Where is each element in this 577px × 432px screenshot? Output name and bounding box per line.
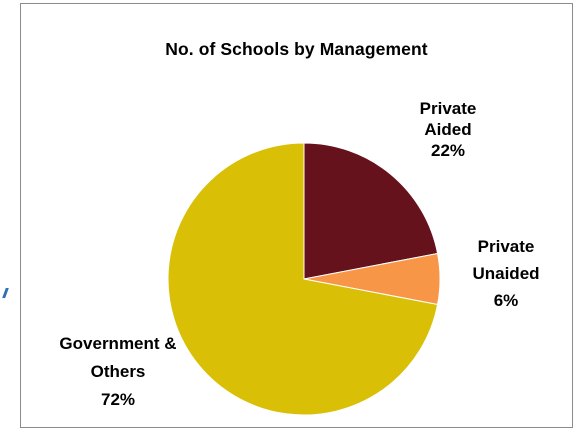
slice-label-line: 72% <box>101 390 135 409</box>
slice-label-line: Others <box>91 362 146 381</box>
slice-label-line: Aided <box>424 120 471 139</box>
pie-slice-1 <box>303 142 439 280</box>
slice-label-line: 6% <box>494 291 519 310</box>
slice-label-1: Private Aided 22% <box>420 99 477 160</box>
slice-label-line: Government & <box>59 334 176 353</box>
slice-label-3: Government & Others 72% <box>59 334 176 409</box>
pie-slice-3 <box>167 142 439 416</box>
chart-title: No. of Schools by Management <box>165 39 428 59</box>
slice-label-line: Unaided <box>472 264 539 283</box>
slice-label-line: 22% <box>431 141 465 160</box>
slice-label-line: Private <box>478 237 535 256</box>
slice-label-2: Private Unaided 6% <box>472 237 539 310</box>
slice-label-line: Private <box>420 99 477 118</box>
